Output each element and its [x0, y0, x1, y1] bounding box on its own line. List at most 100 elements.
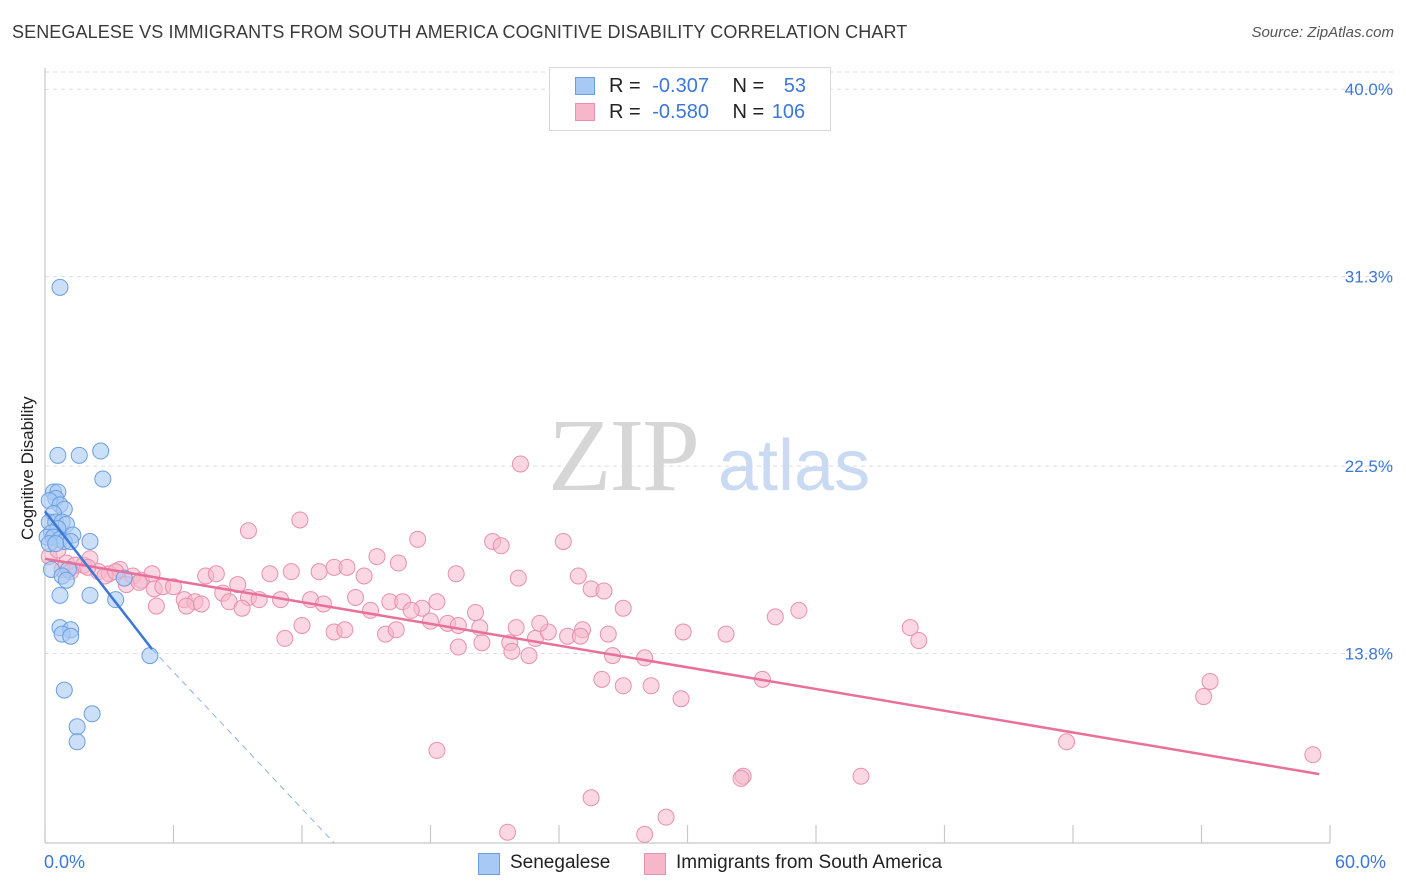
legend-stats-senegalese: R = -0.307 N = 53: [609, 75, 806, 98]
n-value: 53: [783, 75, 807, 97]
data-point-immigrants: [402, 601, 420, 619]
data-point-senegalese: [51, 278, 69, 296]
series-senegalese-points: [38, 278, 159, 751]
gridlines: [45, 71, 1395, 654]
data-point-immigrants: [511, 455, 529, 473]
data-point-immigrants: [790, 601, 808, 619]
watermark: ZIP atlas: [548, 398, 870, 513]
trend-line-senegalese: [44, 510, 154, 650]
series-immigrants-points: [40, 455, 1322, 843]
trend-line-immigrants: [44, 557, 1320, 776]
data-point-senegalese: [68, 733, 86, 751]
correlation-legend: R = -0.307 N = 53 R = -0.580 N = 106: [549, 67, 831, 131]
data-point-immigrants: [310, 563, 328, 581]
y-tick-labels: 13.8% 22.5% 31.3% 40.0%: [1345, 80, 1393, 663]
data-point-immigrants: [492, 537, 510, 555]
data-point-immigrants: [571, 627, 589, 645]
data-point-senegalese: [51, 586, 69, 604]
data-point-immigrants: [910, 632, 928, 650]
r-label: R =: [609, 101, 641, 123]
data-point-immigrants: [387, 621, 405, 639]
data-point-immigrants: [428, 593, 446, 611]
y-tick-label: 13.8%: [1345, 644, 1393, 663]
data-point-immigrants: [428, 741, 446, 759]
data-point-immigrants: [177, 597, 195, 615]
data-point-immigrants: [192, 595, 210, 613]
n-label: N =: [732, 101, 765, 123]
data-point-immigrants: [389, 554, 407, 572]
data-point-immigrants: [766, 608, 784, 626]
data-point-immigrants: [362, 601, 380, 619]
data-point-immigrants: [1304, 746, 1322, 764]
legend-swatch-blue: [575, 77, 595, 95]
data-point-immigrants: [409, 530, 427, 548]
data-point-immigrants: [239, 522, 257, 540]
data-point-senegalese: [57, 571, 75, 589]
data-point-immigrants: [595, 582, 613, 600]
n-label: N =: [732, 75, 765, 97]
data-point-immigrants: [276, 629, 294, 647]
data-point-immigrants: [901, 619, 919, 637]
data-point-immigrants: [165, 578, 182, 596]
data-point-immigrants: [447, 565, 465, 583]
axes: [44, 68, 1331, 844]
data-point-immigrants: [507, 619, 525, 637]
data-point-immigrants: [499, 823, 517, 841]
data-point-immigrants: [233, 599, 251, 617]
y-tick-label: 31.3%: [1345, 268, 1393, 287]
data-point-immigrants: [338, 558, 356, 576]
data-point-immigrants: [261, 565, 279, 583]
data-point-immigrants: [642, 677, 660, 695]
trend-lines: [44, 510, 1320, 844]
watermark-zip: ZIP: [548, 398, 698, 513]
bottom-legend-label-immigrants: Immigrants from South America: [676, 852, 943, 873]
data-point-senegalese: [49, 446, 67, 464]
data-point-immigrants: [614, 677, 632, 695]
data-point-senegalese: [141, 647, 159, 665]
data-point-immigrants: [1195, 688, 1213, 706]
data-point-immigrants: [207, 565, 225, 583]
data-point-immigrants: [569, 567, 587, 585]
data-point-immigrants: [520, 647, 538, 665]
y-tick-label: 40.0%: [1345, 80, 1393, 99]
data-point-immigrants: [449, 638, 467, 656]
data-point-immigrants: [732, 769, 750, 787]
data-point-immigrants: [717, 625, 735, 643]
data-point-immigrants: [282, 563, 300, 581]
data-point-immigrants: [509, 569, 527, 587]
data-point-immigrants: [355, 567, 373, 585]
data-point-immigrants: [503, 642, 521, 660]
data-point-immigrants: [347, 588, 365, 606]
bottom-legend-label-senegalese: Senegalese: [510, 852, 611, 873]
x-tick-max: 60.0%: [1335, 852, 1387, 872]
data-point-immigrants: [291, 511, 309, 529]
trend-line-senegalese-extrapolated: [151, 648, 335, 844]
data-point-senegalese: [55, 681, 73, 699]
data-point-senegalese: [92, 442, 110, 460]
legend-swatch-pink: [575, 103, 595, 121]
bottom-legend-swatch-blue: [478, 853, 500, 875]
data-point-senegalese: [83, 705, 101, 723]
data-point-immigrants: [1058, 733, 1076, 751]
data-point-immigrants: [554, 532, 572, 550]
data-point-immigrants: [473, 634, 491, 652]
chart-title: SENEGALESE VS IMMIGRANTS FROM SOUTH AMER…: [12, 22, 908, 42]
y-axis-label: Cognitive Disability: [18, 396, 37, 540]
data-point-senegalese: [68, 718, 86, 736]
data-point-immigrants: [293, 616, 311, 634]
data-point-immigrants: [449, 616, 467, 634]
data-point-immigrants: [599, 625, 617, 643]
data-point-senegalese: [81, 532, 99, 550]
data-point-immigrants: [614, 599, 632, 617]
data-point-immigrants: [531, 614, 549, 632]
data-point-immigrants: [1201, 672, 1219, 690]
data-point-immigrants: [672, 690, 690, 708]
y-tick-label: 22.5%: [1345, 457, 1393, 476]
data-point-senegalese: [115, 569, 133, 587]
data-point-immigrants: [636, 649, 654, 667]
data-point-immigrants: [582, 789, 600, 807]
data-point-senegalese: [70, 446, 88, 464]
r-label: R =: [609, 75, 641, 97]
data-point-immigrants: [593, 670, 611, 688]
